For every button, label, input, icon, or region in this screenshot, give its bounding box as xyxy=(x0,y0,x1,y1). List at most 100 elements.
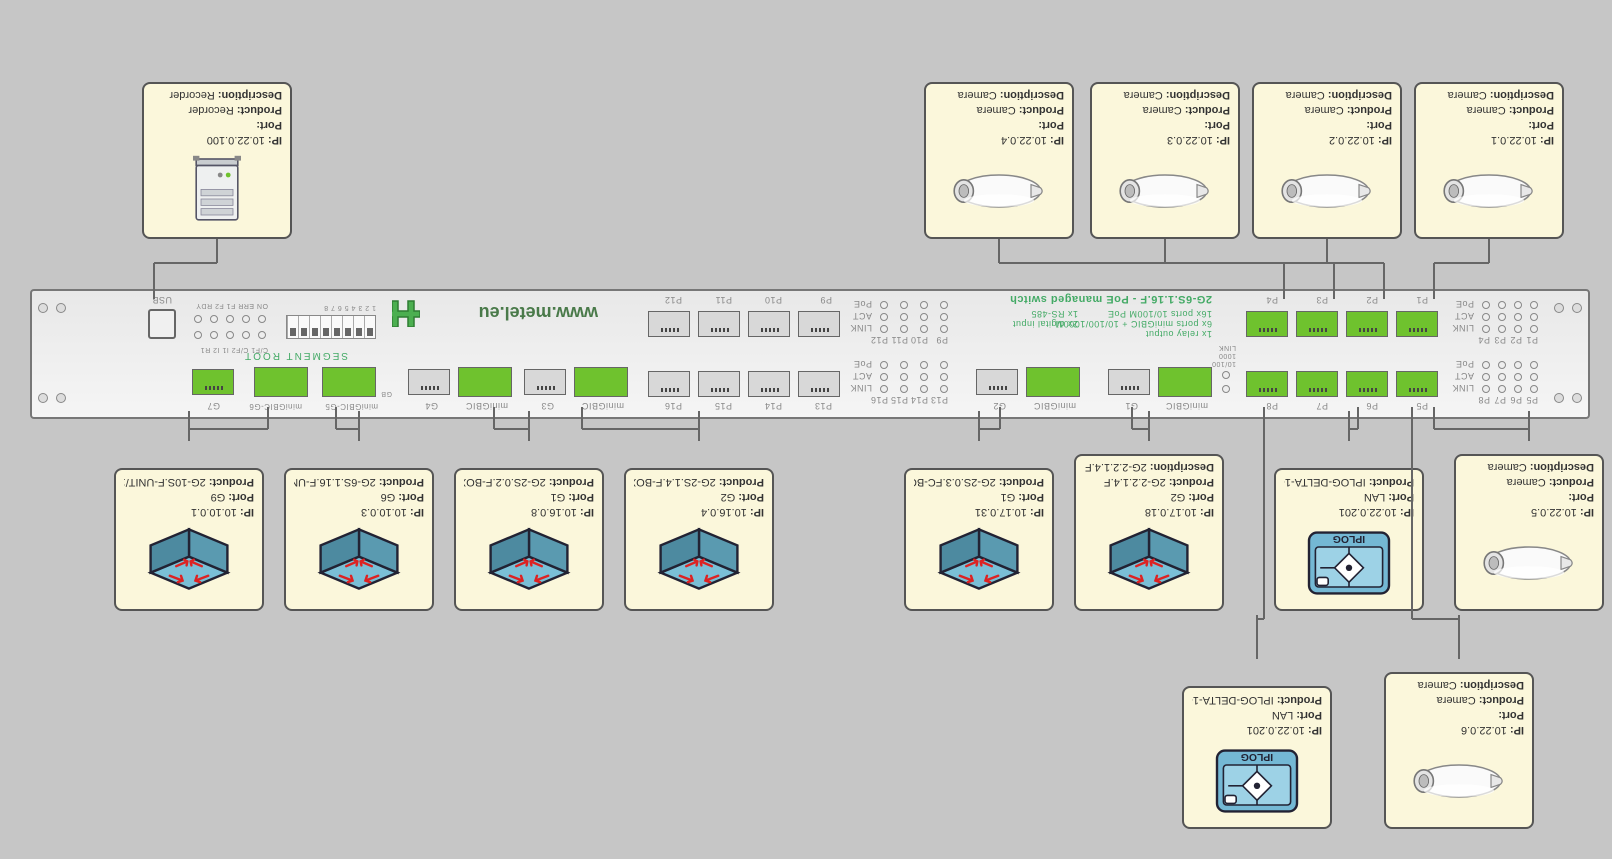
port-label: P12 xyxy=(664,295,682,305)
device-card[interactable]: IP: 10.22.0.4 Port: Product: Camera Desc… xyxy=(924,82,1074,239)
gbic-port-label: miniGBIC-G6 xyxy=(249,402,302,411)
connector-line xyxy=(188,429,190,441)
connector-line xyxy=(335,407,337,429)
connector-line xyxy=(528,429,530,441)
device-ip: IP: 10.22.0.2 xyxy=(1262,132,1392,147)
port-label: P16 xyxy=(664,401,682,411)
device-card[interactable]: IP: 10.22.0.201 Port: LAN Product: IPLOG… xyxy=(1182,686,1332,829)
port-p16 xyxy=(648,371,690,397)
port-label: P2 xyxy=(1366,295,1378,305)
connector-line xyxy=(1148,429,1150,441)
port-label: P8 xyxy=(1266,401,1278,411)
port-p11 xyxy=(698,311,740,337)
device-description: Description: Camera xyxy=(934,88,1064,103)
device-product: Product: Camera xyxy=(1262,102,1392,117)
device-ip: IP: 10.17.0.18 xyxy=(1084,504,1214,519)
rj45-g7 xyxy=(192,369,234,395)
connector-line xyxy=(494,428,529,430)
switch-icon xyxy=(294,523,424,603)
connector-line xyxy=(1326,239,1328,263)
usb-port-icon xyxy=(148,309,176,339)
port-label: P6 xyxy=(1366,401,1378,411)
device-product: Product: 2G-10S.F-UNIT/1U xyxy=(124,474,254,489)
device-card[interactable]: IP: 10.22.0.6 Port: Product: Camera Desc… xyxy=(1384,672,1534,829)
device-card[interactable]: IP: 10.22.0.100 Port: Product: Recorder … xyxy=(142,82,292,239)
device-ip: IP: 10.22.0.4 xyxy=(934,132,1064,147)
screw-icon xyxy=(38,393,48,403)
rj45-g1 xyxy=(1108,369,1150,395)
connector-line xyxy=(998,239,1000,263)
device-card[interactable]: IP: 10.16.0.8 Port: G1 Product: 2G-2S.0.… xyxy=(454,468,604,611)
connector-line xyxy=(1433,263,1435,299)
device-ip: IP: 10.10.0.1 xyxy=(124,504,254,519)
camera-icon xyxy=(1100,151,1230,231)
device-ip: IP: 10.22.0.6 xyxy=(1394,722,1524,737)
screw-icon xyxy=(1554,393,1564,403)
screw-icon xyxy=(1554,303,1564,313)
device-port: Port: xyxy=(1464,489,1594,504)
sfp-g3 xyxy=(574,367,628,397)
screw-icon xyxy=(1572,393,1582,403)
device-ip: IP: 10.22.0.100 xyxy=(152,132,282,147)
device-port: Port: G9 xyxy=(124,489,254,504)
switch-icon xyxy=(464,523,594,603)
device-ip: IP: 10.22.0.201 xyxy=(1192,722,1322,737)
sfp-g5 xyxy=(322,367,376,397)
device-card[interactable]: IP: 10.22.0.1 Port: Product: Camera Desc… xyxy=(1414,82,1564,239)
port-p12 xyxy=(648,311,690,337)
gbic-port-label: G3 xyxy=(541,401,554,411)
port-label: P1 xyxy=(1416,295,1428,305)
device-description: Description: Camera xyxy=(1424,88,1554,103)
port-label: P11 xyxy=(715,295,732,305)
connector-line xyxy=(1263,407,1265,619)
metel-logo-icon xyxy=(392,299,420,327)
device-card[interactable]: IP: 10.22.0.2 Port: Product: Camera Desc… xyxy=(1252,82,1402,239)
port-label: P7 xyxy=(1316,401,1328,411)
switch-spec: 2x digital input xyxy=(1012,319,1078,329)
gbic-label: miniGBIC xyxy=(1033,401,1076,411)
device-product: Product: Camera xyxy=(1464,474,1594,489)
connector-line xyxy=(1283,263,1285,299)
connector-line xyxy=(1256,619,1258,659)
led-col-label: P1 xyxy=(1526,335,1538,345)
device-card[interactable]: IP: 10.22.0.201 Port: LAN Product: IPLOG… xyxy=(1274,468,1424,611)
port-p5 xyxy=(1396,371,1438,397)
connector-line xyxy=(1528,429,1530,441)
port-p6 xyxy=(1346,371,1388,397)
device-card[interactable]: IP: 10.16.0.4 Port: G2 Product: 2G-2S.1.… xyxy=(624,468,774,611)
port-label: P10 xyxy=(764,295,782,305)
sfp-g2 xyxy=(1026,367,1080,397)
device-description: Description: Camera xyxy=(1100,88,1230,103)
screw-icon xyxy=(1572,303,1582,313)
device-card[interactable]: IP: 10.17.0.31 Port: G1 Product: 2G-2S.0… xyxy=(904,468,1054,611)
switch-icon xyxy=(914,523,1044,603)
screw-icon xyxy=(56,393,66,403)
dip-switch-icon xyxy=(286,315,376,339)
led-col-label: P6 xyxy=(1510,395,1522,405)
device-card[interactable]: IP: 10.22.0.3 Port: Product: Camera Desc… xyxy=(1090,82,1240,239)
led-col-label: P9 xyxy=(936,335,948,345)
connector-line xyxy=(1131,407,1133,429)
device-card[interactable]: IP: 10.10.0.3 Port: G6 Product: 2G-6S.1.… xyxy=(284,468,434,611)
sfp-g6 xyxy=(254,367,308,397)
device-ip: IP: 10.22.0.201 xyxy=(1284,504,1414,519)
device-card[interactable]: IP: 10.22.0.5 Port: Product: Camera Desc… xyxy=(1454,454,1604,611)
led-col-label: P4 xyxy=(1478,335,1490,345)
device-ip: IP: 10.16.0.4 xyxy=(634,504,764,519)
screw-icon xyxy=(38,303,48,313)
device-card[interactable]: IP: 10.17.0.18 Port: G2 Product: 2G-2.2.… xyxy=(1074,454,1224,611)
switch-spec: 6x ports miniGBIC + 10/100/1000M xyxy=(1055,319,1212,329)
switch-spec: 16x ports 10/100M PoE xyxy=(1107,309,1212,319)
switch-icon xyxy=(124,523,254,603)
switch-icon xyxy=(1084,523,1214,603)
connector-line xyxy=(1488,239,1490,263)
connector-line xyxy=(216,239,218,263)
sfp-g1 xyxy=(1158,367,1212,397)
led-col-label: P11 xyxy=(891,335,908,345)
connector-line xyxy=(1434,262,1489,264)
camera-icon xyxy=(1394,741,1524,821)
device-card[interactable]: IP: 10.10.0.1 Port: G9 Product: 2G-10S.F… xyxy=(114,468,264,611)
port-p4 xyxy=(1246,311,1288,337)
device-ip: IP: 10.22.0.3 xyxy=(1100,132,1230,147)
camera-icon xyxy=(1424,151,1554,231)
